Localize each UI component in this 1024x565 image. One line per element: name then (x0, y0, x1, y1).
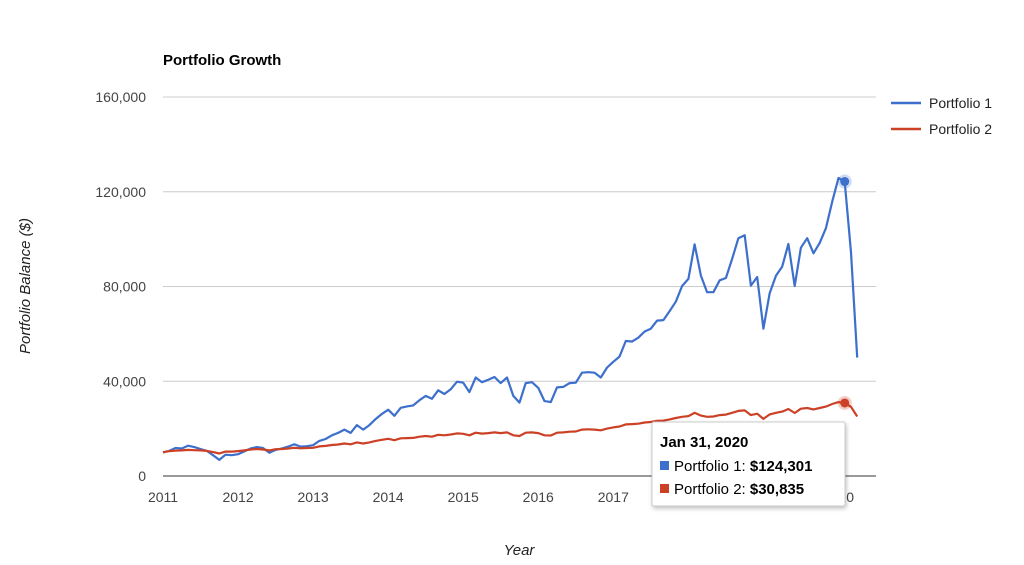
y-tick-label: 160,000 (95, 89, 146, 105)
tooltip: Jan 31, 2020 Portfolio 1: $124,301 Portfol… (651, 421, 846, 507)
x-tick-label: 2014 (373, 489, 404, 505)
series-line-portfolio-2 (162, 401, 859, 455)
tooltip-swatch (660, 461, 669, 470)
tooltip-box (651, 421, 846, 507)
y-tick-label: 40,000 (103, 373, 146, 389)
legend-label[interactable]: Portfolio 2 (929, 121, 992, 137)
tooltip-swatch (660, 484, 669, 493)
x-tick-label: 2012 (222, 489, 253, 505)
chart-title: Portfolio Growth (163, 52, 281, 69)
tooltip-row: Portfolio 2: $30,835 (674, 481, 804, 498)
series-lines (162, 176, 859, 461)
x-tick-label: 2017 (598, 489, 629, 505)
legend[interactable]: Portfolio 1 Portfolio 2 (891, 95, 992, 137)
y-tick-label: 0 (138, 468, 146, 484)
x-tick-label: 2013 (298, 489, 329, 505)
gridlines (163, 96, 876, 477)
x-tick-label: 2016 (523, 489, 554, 505)
x-tick-label: 2015 (448, 489, 479, 505)
highlight-point-portfolio-2 (840, 398, 850, 408)
x-axis-title: Year (504, 542, 536, 559)
tooltip-title: Jan 31, 2020 (660, 434, 748, 451)
y-tick-label: 120,000 (95, 184, 146, 200)
series-line-portfolio-1 (162, 176, 859, 461)
highlight-point-portfolio-1 (840, 177, 850, 187)
y-axis-title: Portfolio Balance ($) (17, 218, 34, 354)
legend-label[interactable]: Portfolio 1 (929, 95, 992, 111)
y-axis-ticks: 0 40,000 80,000 120,000 160,000 (95, 89, 146, 484)
highlight-points (837, 174, 852, 410)
x-tick-label: 2011 (148, 489, 178, 505)
tooltip-row: Portfolio 1: $124,301 (674, 458, 812, 475)
y-tick-label: 80,000 (103, 279, 146, 295)
